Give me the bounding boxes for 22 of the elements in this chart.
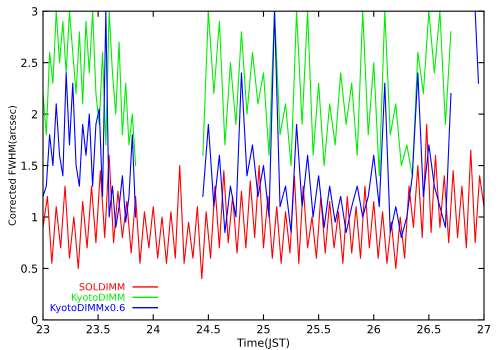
- legend-label: SOLDIMM: [80, 283, 124, 290]
- y-tick-label: 3: [32, 7, 38, 16]
- y-axis-title: Corrected FWHM(arcsec): [8, 106, 17, 226]
- x-tick-label: 26.5: [417, 324, 440, 334]
- x-axis-title: Time(JST): [236, 338, 290, 349]
- x-tick-label: 23.5: [86, 324, 110, 334]
- x-tick-label: 23: [36, 324, 50, 334]
- x-tick-label: 25: [257, 324, 270, 334]
- y-tick-label: 2.5: [21, 58, 38, 68]
- x-tick-label: 25.5: [307, 324, 330, 334]
- y-tick-label: 2: [32, 110, 38, 118]
- legend-label: KyotoDIMM: [72, 294, 124, 303]
- line-series: [43, 124, 484, 280]
- x-tick-label: 27: [478, 324, 490, 334]
- x-tick-label: 26: [367, 324, 380, 334]
- x-tick-label: 24.5: [196, 324, 220, 334]
- x-tick-label: 24: [146, 324, 160, 334]
- y-tick-label: 1: [32, 213, 38, 222]
- y-tick-label: 1.5: [22, 162, 38, 170]
- y-tick-label: 0: [32, 316, 38, 324]
- y-tick-label: 0.5: [21, 264, 38, 273]
- legend-label: KyotoDIMMx0.6: [50, 304, 125, 314]
